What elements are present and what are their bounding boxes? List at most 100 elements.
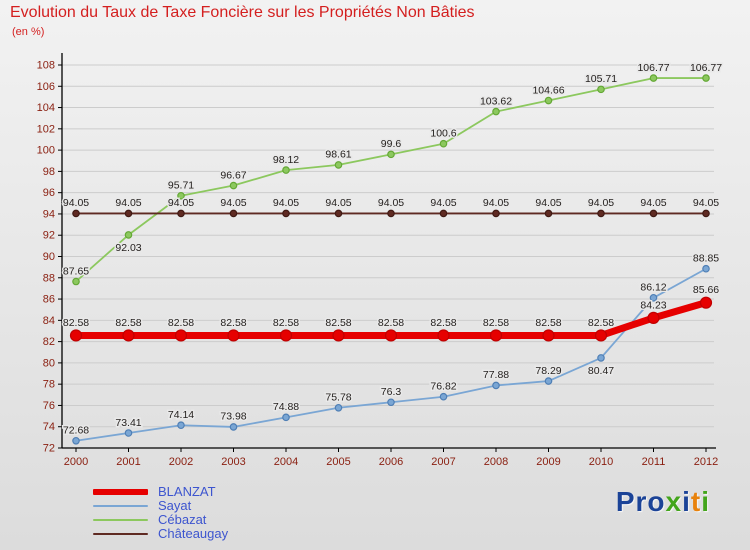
svg-text:98.12: 98.12 bbox=[273, 154, 299, 166]
svg-text:2004: 2004 bbox=[274, 456, 298, 468]
svg-text:76.3: 76.3 bbox=[381, 386, 402, 398]
svg-text:76: 76 bbox=[43, 400, 55, 412]
svg-text:82.58: 82.58 bbox=[273, 317, 299, 329]
legend-label: Châteaugay bbox=[158, 526, 229, 541]
svg-text:100.6: 100.6 bbox=[430, 128, 456, 140]
svg-text:95.71: 95.71 bbox=[168, 180, 194, 192]
svg-text:90: 90 bbox=[43, 251, 55, 263]
svg-text:94.05: 94.05 bbox=[168, 197, 194, 209]
svg-text:85.66: 85.66 bbox=[693, 284, 719, 296]
svg-text:84: 84 bbox=[43, 315, 55, 327]
svg-text:73.41: 73.41 bbox=[115, 417, 141, 429]
legend-swatch-cebazat bbox=[93, 519, 148, 521]
svg-text:96: 96 bbox=[43, 187, 55, 199]
proxiti-logo[interactable]: Proxiti bbox=[615, 486, 710, 517]
svg-text:74.88: 74.88 bbox=[273, 401, 299, 413]
legend-item-chateaugay: Châteaugay bbox=[93, 527, 228, 541]
legend-label: Sayat bbox=[158, 498, 192, 513]
svg-text:87.65: 87.65 bbox=[63, 265, 89, 277]
legend-label: BLANZAT bbox=[158, 484, 216, 499]
svg-text:104.66: 104.66 bbox=[532, 84, 564, 96]
svg-text:106.77: 106.77 bbox=[690, 62, 722, 74]
legend-item-cebazat: Cébazat bbox=[93, 513, 228, 527]
svg-text:84.23: 84.23 bbox=[640, 299, 666, 311]
svg-text:74: 74 bbox=[43, 421, 55, 433]
svg-text:74.14: 74.14 bbox=[168, 409, 194, 421]
svg-text:94.05: 94.05 bbox=[693, 197, 719, 209]
svg-text:82.58: 82.58 bbox=[430, 317, 456, 329]
svg-text:108: 108 bbox=[37, 60, 55, 72]
svg-text:80.47: 80.47 bbox=[588, 365, 614, 377]
svg-text:100: 100 bbox=[37, 145, 55, 157]
svg-text:2010: 2010 bbox=[589, 456, 613, 468]
legend-swatch-chateaugay bbox=[93, 533, 148, 535]
svg-text:92: 92 bbox=[43, 230, 55, 242]
chart-subtitle: (en %) bbox=[12, 26, 45, 38]
svg-text:2003: 2003 bbox=[221, 456, 245, 468]
svg-text:2011: 2011 bbox=[642, 456, 666, 468]
svg-text:94.05: 94.05 bbox=[640, 197, 666, 209]
svg-text:92.03: 92.03 bbox=[115, 242, 141, 254]
legend-swatch-sayat bbox=[93, 505, 148, 507]
svg-text:78.29: 78.29 bbox=[535, 365, 561, 377]
svg-text:94.05: 94.05 bbox=[325, 197, 351, 209]
svg-text:78: 78 bbox=[43, 379, 55, 391]
svg-text:82.58: 82.58 bbox=[168, 317, 194, 329]
svg-text:77.88: 77.88 bbox=[483, 369, 509, 381]
svg-text:94: 94 bbox=[43, 208, 55, 220]
svg-text:86: 86 bbox=[43, 294, 55, 306]
svg-text:102: 102 bbox=[37, 123, 55, 135]
svg-text:2005: 2005 bbox=[326, 456, 350, 468]
legend-swatch-blanzat bbox=[93, 489, 148, 495]
legend-label: Cébazat bbox=[158, 512, 207, 527]
svg-text:82.58: 82.58 bbox=[115, 317, 141, 329]
svg-text:72: 72 bbox=[43, 443, 55, 455]
chart-title: Evolution du Taux de Taxe Foncière sur l… bbox=[10, 4, 475, 21]
svg-text:2007: 2007 bbox=[431, 456, 455, 468]
svg-text:88.85: 88.85 bbox=[693, 253, 719, 265]
svg-text:94.05: 94.05 bbox=[588, 197, 614, 209]
svg-text:94.05: 94.05 bbox=[220, 197, 246, 209]
svg-text:82.58: 82.58 bbox=[378, 317, 404, 329]
svg-text:106.77: 106.77 bbox=[637, 62, 669, 74]
svg-text:94.05: 94.05 bbox=[378, 197, 404, 209]
svg-text:104: 104 bbox=[37, 102, 55, 114]
svg-text:94.05: 94.05 bbox=[63, 197, 89, 209]
svg-text:73.98: 73.98 bbox=[220, 411, 246, 423]
svg-text:86.12: 86.12 bbox=[640, 282, 666, 294]
svg-text:105.71: 105.71 bbox=[585, 73, 617, 85]
svg-text:82: 82 bbox=[43, 336, 55, 348]
svg-text:98.61: 98.61 bbox=[325, 149, 351, 161]
tax-rate-line-chart: 72 74 76 78 80 82 84 86 88 90 92 94 96 98 100 102 104 106… bbox=[37, 53, 724, 468]
svg-text:82.58: 82.58 bbox=[325, 317, 351, 329]
chart-legend: BLANZAT Sayat Cébazat Châteaugay bbox=[93, 485, 228, 541]
legend-item-blanzat: BLANZAT bbox=[93, 485, 228, 499]
svg-text:94.05: 94.05 bbox=[535, 197, 561, 209]
svg-text:103.62: 103.62 bbox=[480, 95, 512, 107]
svg-text:82.58: 82.58 bbox=[63, 317, 89, 329]
svg-text:2008: 2008 bbox=[484, 456, 508, 468]
svg-text:106: 106 bbox=[37, 81, 55, 93]
svg-text:80: 80 bbox=[43, 357, 55, 369]
svg-text:72.68: 72.68 bbox=[63, 425, 89, 437]
svg-text:94.05: 94.05 bbox=[115, 197, 141, 209]
svg-text:2000: 2000 bbox=[64, 456, 88, 468]
svg-text:2012: 2012 bbox=[694, 456, 718, 468]
svg-text:82.58: 82.58 bbox=[535, 317, 561, 329]
svg-text:96.67: 96.67 bbox=[220, 169, 246, 181]
svg-text:75.78: 75.78 bbox=[325, 392, 351, 404]
svg-text:82.58: 82.58 bbox=[220, 317, 246, 329]
svg-text:82.58: 82.58 bbox=[588, 317, 614, 329]
svg-text:94.05: 94.05 bbox=[273, 197, 299, 209]
svg-text:98: 98 bbox=[43, 166, 55, 178]
svg-text:2006: 2006 bbox=[379, 456, 403, 468]
svg-text:94.05: 94.05 bbox=[483, 197, 509, 209]
legend-item-sayat: Sayat bbox=[93, 499, 228, 513]
svg-text:88: 88 bbox=[43, 272, 55, 284]
svg-text:82.58: 82.58 bbox=[483, 317, 509, 329]
svg-text:2001: 2001 bbox=[116, 456, 140, 468]
svg-text:99.6: 99.6 bbox=[381, 138, 402, 150]
svg-text:76.82: 76.82 bbox=[430, 381, 456, 393]
svg-text:94.05: 94.05 bbox=[430, 197, 456, 209]
